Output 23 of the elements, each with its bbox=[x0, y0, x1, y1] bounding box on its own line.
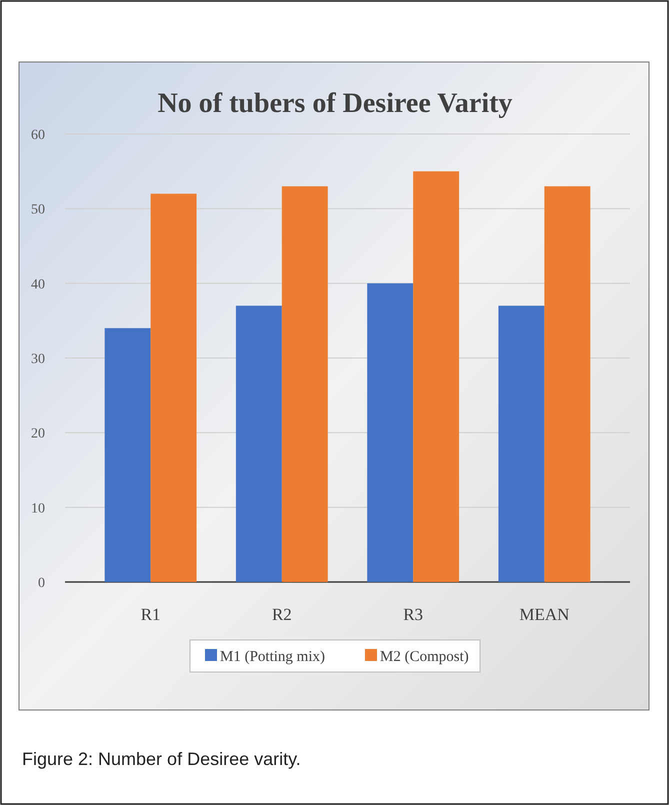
bar bbox=[498, 306, 544, 582]
bar bbox=[544, 186, 590, 582]
x-tick-label: R2 bbox=[272, 605, 292, 624]
y-tick-label: 10 bbox=[31, 501, 45, 516]
caption: Figure 2: Number of Desiree varity. bbox=[22, 749, 301, 769]
x-tick-label: R3 bbox=[403, 605, 424, 624]
y-tick-label: 20 bbox=[31, 426, 45, 442]
bar bbox=[413, 171, 460, 582]
bar bbox=[104, 328, 151, 582]
y-tick-label: 60 bbox=[31, 128, 45, 143]
bar bbox=[236, 306, 282, 582]
y-tick-label: 0 bbox=[38, 576, 45, 591]
legend-label: M2 (Compost) bbox=[380, 649, 469, 665]
y-tick-label: 30 bbox=[31, 352, 45, 367]
legend-label: M1 (Potting mix) bbox=[220, 649, 326, 665]
bar bbox=[367, 283, 414, 582]
y-tick-label: 40 bbox=[31, 277, 45, 292]
bar bbox=[150, 194, 197, 582]
y-tick-label: 50 bbox=[31, 202, 45, 218]
x-tick-label: MEAN bbox=[519, 605, 570, 624]
bar bbox=[282, 186, 328, 582]
chart-title: No of tubers of Desiree Varity bbox=[158, 88, 512, 119]
x-tick-label: R1 bbox=[140, 605, 161, 624]
